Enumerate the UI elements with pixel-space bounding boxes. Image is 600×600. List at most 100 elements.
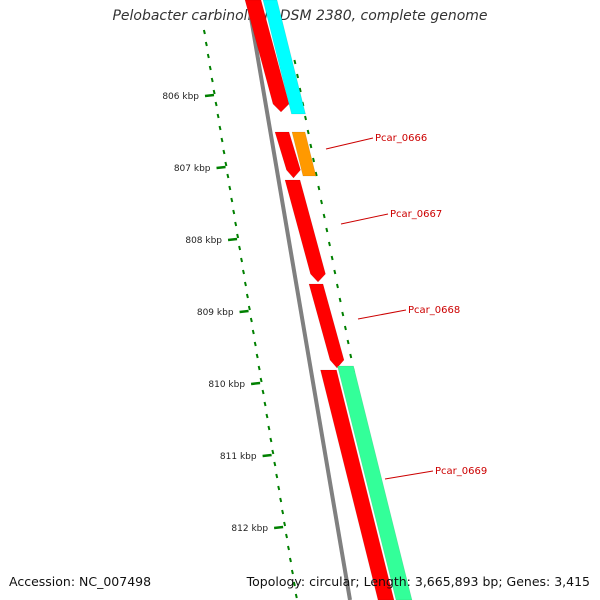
tick-mark [250, 381, 261, 386]
tick-label: 806 kbp [162, 92, 199, 102]
gc-tick [333, 269, 337, 275]
gc-tick [206, 53, 210, 59]
gc-tick [253, 341, 257, 347]
gc-tick [306, 129, 310, 135]
gc-tick [261, 389, 265, 395]
gc-tick [259, 377, 263, 383]
gc-tick [208, 65, 212, 71]
gc-tick [257, 365, 261, 371]
gc-tick [243, 281, 247, 287]
gc-tick [343, 325, 347, 331]
backbone-line [246, 0, 352, 600]
cds-track [244, 0, 413, 600]
tick-label: 808 kbp [185, 236, 222, 246]
gc-tick [338, 297, 342, 303]
gene-label[interactable]: Pcar_0669 [435, 466, 487, 477]
gc-tick [267, 425, 271, 431]
gc-tick [322, 213, 326, 219]
tick-label: 807 kbp [174, 164, 211, 174]
gc-tick [236, 233, 240, 239]
genome-summary: Topology: circular; Length: 3,665,893 bp… [246, 574, 590, 589]
cds-forward-block [320, 369, 395, 600]
gc-tick [346, 339, 350, 345]
gc-tick [202, 29, 206, 35]
backbone-track [246, 0, 352, 600]
gc-tick [298, 87, 302, 93]
gc-tick [314, 171, 318, 177]
gene-leader-line [340, 213, 389, 225]
gc-tick [210, 77, 214, 83]
gc-tick [255, 353, 259, 359]
gc-tick [273, 461, 277, 467]
gc-tick [214, 101, 218, 107]
gc-tick [341, 311, 345, 317]
gc-tick [240, 257, 244, 263]
gc-tick [283, 521, 287, 527]
tick-mark [262, 453, 272, 458]
tick-label: 812 kbp [231, 524, 268, 534]
gc-tick [288, 557, 292, 563]
gc-tick [263, 401, 267, 407]
tick-label: 809 kbp [197, 308, 234, 318]
gc-tick [277, 485, 281, 491]
gc-tick [238, 245, 242, 251]
gc-tick [279, 497, 283, 503]
gc-tick [285, 533, 289, 539]
cds-forward-block [274, 131, 301, 179]
gc-tick [275, 473, 279, 479]
gc-tick [330, 255, 334, 261]
gc-tick [290, 569, 294, 575]
gc-tick [232, 209, 236, 215]
gc-tick [304, 115, 308, 121]
gc-tick [294, 593, 298, 599]
cds-reverse-block [262, 0, 306, 115]
tick-label: 810 kbp [208, 380, 245, 390]
gc-tick [271, 449, 275, 455]
gc-tick [349, 353, 353, 359]
gc-tick [220, 137, 224, 143]
gc-tick [269, 437, 273, 443]
gc-tick [216, 113, 220, 119]
gene-label[interactable]: Pcar_0666 [375, 133, 427, 144]
gc-tick [265, 413, 269, 419]
gc-tick [222, 149, 226, 155]
gc-tick [226, 173, 230, 179]
gc-tick [204, 41, 208, 47]
gc-tick [320, 199, 323, 205]
gc-tick [218, 125, 222, 131]
tick-mark [239, 309, 249, 314]
gc-tick [287, 545, 290, 551]
gene-leader-line [384, 470, 434, 480]
gc-tick [325, 227, 329, 233]
gc-tick [309, 143, 313, 149]
gc-tick [317, 185, 321, 191]
gene-label[interactable]: Pcar_0667 [390, 209, 442, 220]
gc-tick [234, 221, 238, 227]
gc-tick [328, 241, 331, 247]
cds-forward-block [308, 283, 345, 369]
gene-leader-line [357, 309, 407, 320]
gc-tick [228, 185, 232, 191]
gc-tick [251, 329, 255, 335]
tick-mark [204, 93, 215, 98]
tick-mark [273, 525, 284, 530]
cds-forward-block [284, 179, 326, 283]
gc-tick [245, 293, 249, 299]
tick-mark [227, 237, 238, 242]
gc-tick [293, 59, 297, 65]
gene-labels[interactable]: Pcar_0666 Pcar_0667 Pcar_0668 Pcar_0669 [325, 133, 487, 480]
gc-tick [281, 509, 285, 515]
gc-tick [242, 269, 245, 275]
gc-tick [230, 197, 234, 203]
gc-tick [312, 157, 315, 163]
gene-label[interactable]: Pcar_0668 [408, 305, 460, 316]
gc-tick [249, 317, 253, 323]
cds-forward-block [244, 0, 290, 113]
gc-tick [296, 73, 300, 79]
tick-mark [216, 165, 226, 170]
tick-label: 811 kbp [220, 452, 257, 462]
gc-tick [224, 161, 228, 167]
map-title: Pelobacter carbinolicus DSM 2380, comple… [112, 8, 488, 24]
gc-tick [247, 305, 251, 311]
